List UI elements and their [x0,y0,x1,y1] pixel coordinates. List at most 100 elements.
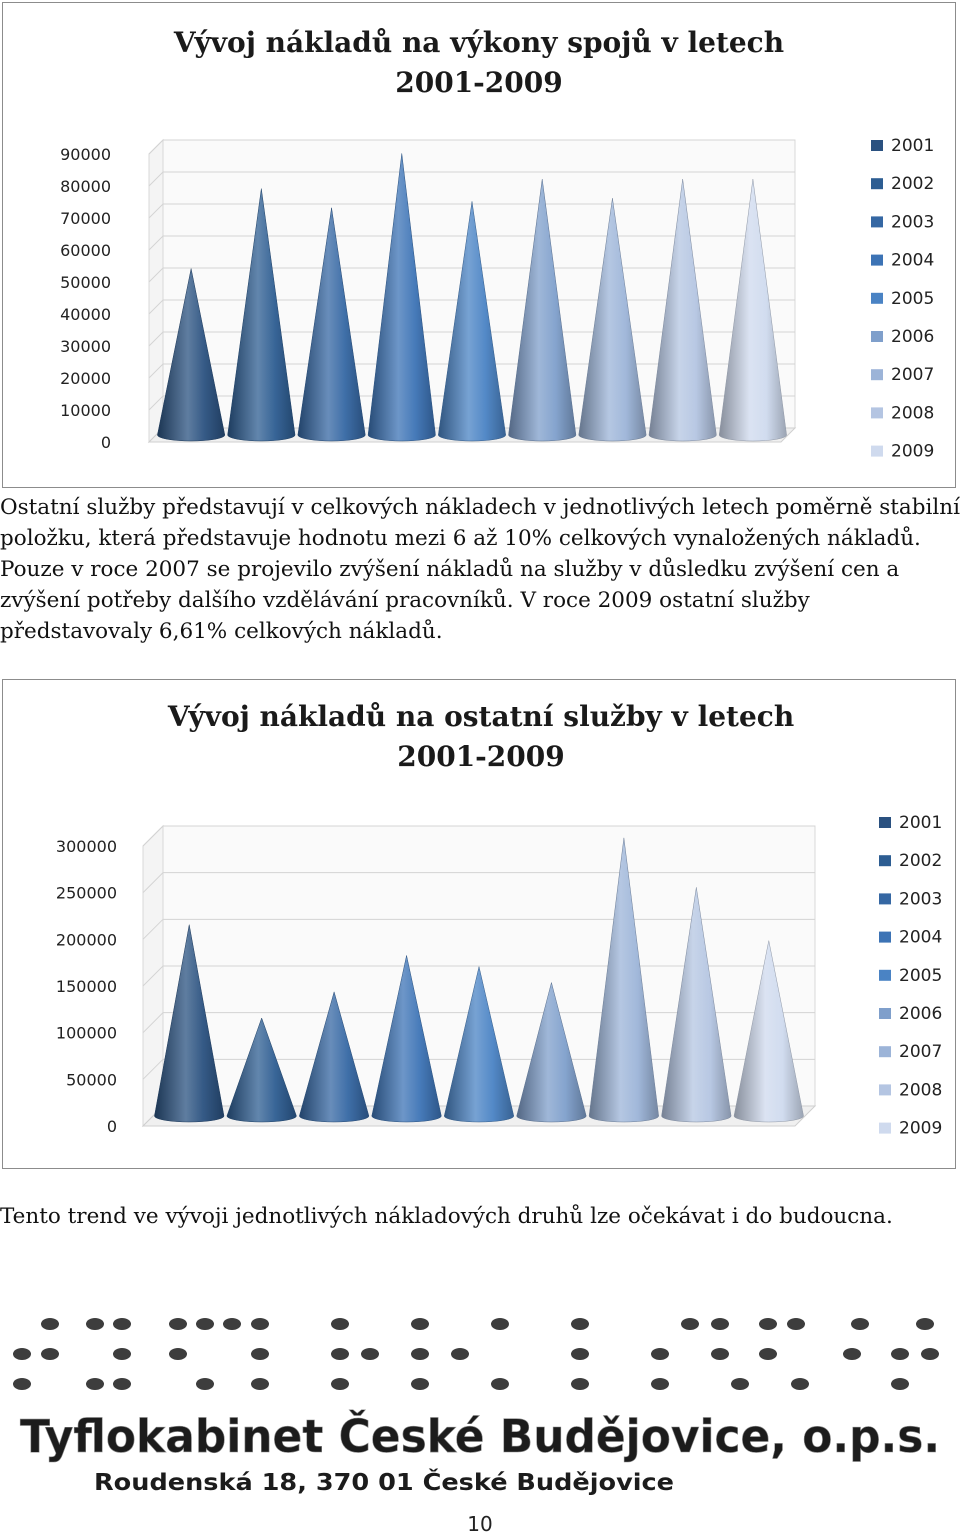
chart-1-ytick-label: 30000 [60,337,111,356]
braille-dot [759,1318,777,1330]
braille-dot [169,1318,187,1330]
chart-1-svg: Vývoj nákladů na výkony spojů v letech 20… [60,26,934,462]
braille-dot [491,1378,509,1390]
braille-dot [571,1348,589,1360]
chart-1-legend-swatch [871,178,883,190]
chart-1-container: Vývoj nákladů na výkony spojů v letech 20… [2,2,956,488]
chart-2-cone-2006 [516,981,587,1123]
braille-dot [411,1318,429,1330]
chart-1-legend-label: 2004 [891,251,934,271]
chart-2-container: Vývoj nákladů na ostatní služby v letech… [2,679,956,1169]
chart-2-gridline [142,1012,815,1034]
chart-1-cone-2004 [367,153,436,442]
braille-dot [223,1318,241,1330]
chart-1-legend-label: 2002 [891,174,934,194]
chart-2-cone-2007 [588,837,659,1123]
chart-1-cone-2006 [508,178,577,442]
chart-2-legend-swatch [879,931,891,943]
chart-1-ytick-label: 0 [101,433,111,452]
chart-1-cone-2005 [438,201,506,442]
chart-1-gridline [148,139,795,155]
braille-dot [681,1318,699,1330]
chart-2-ytick-label: 300000 [56,837,117,856]
chart-1-ytick-label: 50000 [60,273,111,292]
chart-2-cone-2008 [661,887,732,1123]
braille-dot [196,1378,214,1390]
chart-1-legend-label: 2006 [891,327,934,347]
braille-dot [651,1348,669,1360]
chart-1-ytick-label: 10000 [60,401,111,420]
chart-2-legend-swatch [879,969,891,981]
chart-2-ytick-label: 150000 [56,977,117,996]
chart-2-legend-label: 2001 [899,813,942,833]
braille-dot [711,1348,729,1360]
braille-dot [196,1318,214,1330]
chart-2-legend-swatch [879,817,891,828]
chart-1-cone-2003 [297,207,366,442]
chart-1-legend-label: 2005 [891,289,934,309]
braille-dot [331,1318,349,1330]
braille-dot [13,1348,31,1360]
chart-2-ytick-label: 100000 [56,1024,117,1043]
braille-dot [251,1378,269,1390]
braille-dot [251,1348,269,1360]
chart-2-legend-swatch [879,1122,891,1134]
chart-1-cone-2008 [648,178,717,442]
braille-dots-decoration [13,1318,939,1390]
chart-2-cone-2003 [299,990,370,1123]
chart-2-title-line-2: 2001-2009 [397,740,564,773]
braille-dot [916,1318,934,1330]
chart-2-ytick-label: 200000 [56,930,117,949]
chart-1-legend-label: 2009 [891,442,934,462]
chart-1-ytick-label: 40000 [60,305,111,324]
chart-2-legend-swatch [879,1084,891,1096]
chart-2-ytick-label: 50000 [66,1070,117,1089]
chart-1-ytick-label: 70000 [60,209,111,228]
chart-2-cone-2001 [154,924,225,1123]
chart-1-ytick-label: 80000 [60,177,111,196]
chart-1-legend-label: 2003 [891,212,934,232]
braille-dot [411,1348,429,1360]
chart-1-legend-swatch [871,292,883,304]
chart-2-cone-2009 [733,940,804,1123]
chart-2-gridline [142,918,815,940]
chart-1-ytick-label: 90000 [60,145,111,164]
chart-1-legend-swatch [871,407,883,419]
braille-dot [571,1378,589,1390]
chart-1-legend-label: 2007 [891,365,934,385]
chart-1-cone-2007 [578,198,647,442]
chart-2-ytick-label: 0 [107,1117,117,1136]
chart-1-legend-swatch [871,216,883,228]
chart-2-legend-label: 2009 [899,1119,942,1139]
chart-2-legend-label: 2007 [899,1042,942,1062]
braille-dot [86,1378,104,1390]
chart-1-ytick-label: 60000 [60,241,111,260]
braille-dot [891,1378,909,1390]
braille-dot [571,1318,589,1330]
braille-dot [113,1348,131,1360]
chart-2-legend-label: 2005 [899,966,942,986]
braille-dot [86,1318,104,1330]
chart-1-gridline [148,171,795,187]
chart-2-legend-label: 2006 [899,1004,942,1024]
braille-dot [251,1318,269,1330]
logo-org-name: Tyflokabinet České Budějovice, o.p.s. [20,1410,940,1463]
chart-1-title-line-2: 2001-2009 [395,66,562,99]
chart-2-cone-2005 [443,966,515,1123]
braille-dot [41,1348,59,1360]
chart-1-cone-2009 [718,178,787,442]
chart-1-gridline [148,299,795,315]
page-number: 10 [467,1512,493,1536]
chart-1-gridline [148,331,795,347]
chart-1-legend-swatch [871,254,883,266]
chart-1-gridline [148,203,795,219]
braille-dot [13,1378,31,1390]
braille-dot [711,1318,729,1330]
braille-dot [891,1348,909,1360]
logo-address: Roudenská 18, 370 01 České Budějovice [94,1468,674,1496]
chart-1-gridline [148,363,795,379]
chart-1-title-line-1: Vývoj nákladů na výkony spojů v letech [173,26,784,59]
chart-2-legend-label: 2008 [899,1080,942,1100]
chart-2-gridline [142,825,815,847]
chart-1-gridline [148,267,795,283]
